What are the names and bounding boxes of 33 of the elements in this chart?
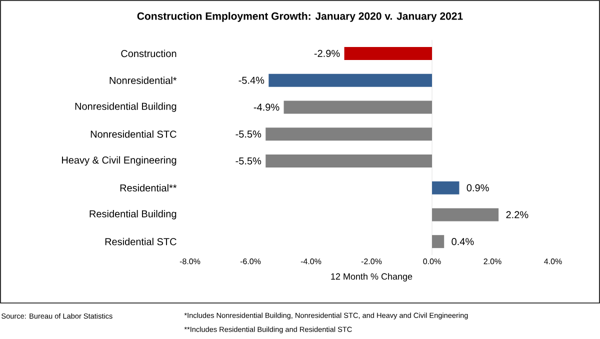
data-label: 2.2% [506,211,528,218]
data-label: -5.5% [236,130,262,138]
bar [284,100,432,114]
x-tick-label: -2.0% [361,258,382,264]
y-tick-label: Heavy & Civil Engineering [62,156,176,166]
x-axis-title: 12 Month % Change [331,273,412,282]
data-label: -4.9% [254,104,280,111]
x-tick-label: -8.0% [180,258,200,264]
data-label: -5.4% [238,76,264,84]
bar [266,128,432,141]
chart-title: Construction Employment Growth: January 2020 v. January 2021 [137,12,463,22]
y-tick-label: Residential STC [105,238,176,246]
x-tick-label: 0.0% [423,258,441,264]
bar [432,208,499,222]
data-label: 0.9% [466,184,489,192]
y-tick-label: Nonresidential Building [75,102,176,112]
x-tick-label: -4.0% [300,258,322,264]
x-tick-label: 4.0% [544,258,562,264]
bar [266,154,432,168]
x-tick-label: 2.0% [484,258,502,264]
bar [432,235,444,248]
data-label: 0.4% [452,238,474,246]
bar [432,181,460,194]
bar [268,74,432,87]
y-tick-label: Nonresidential* [110,76,177,84]
data-label: -2.9% [314,50,340,57]
y-tick-label: Residential Building [90,210,176,220]
x-tick-label: -6.0% [240,258,261,264]
y-tick-label: Construction [121,50,176,58]
bar [344,46,432,60]
data-label: -5.5% [236,157,262,164]
y-tick-label: Residential** [120,184,177,192]
y-tick-label: Nonresidential STC [90,130,176,138]
